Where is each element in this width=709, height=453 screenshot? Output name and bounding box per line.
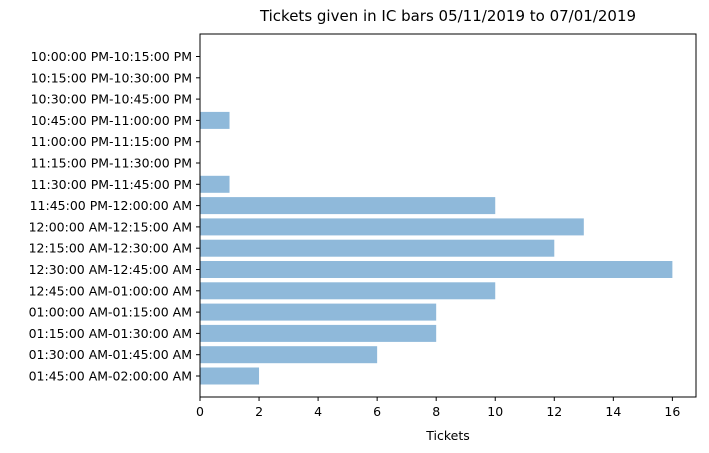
- x-axis-ticks: 0 2 4 6 8 10 12 14 16: [196, 397, 680, 419]
- y-axis-ticks: 10:00:00 PM-10:15:00 PM 10:15:00 PM-10:30…: [29, 49, 200, 384]
- bar: [200, 346, 378, 364]
- y-tick-label: 10:00:00 PM-10:15:00 PM: [31, 49, 192, 64]
- y-tick-label: 01:45:00 AM-02:00:00 AM: [29, 369, 192, 384]
- bar: [200, 197, 496, 215]
- x-tick-label: 2: [255, 404, 263, 419]
- y-tick-label: 12:45:00 AM-01:00:00 AM: [29, 283, 192, 298]
- bar: [200, 367, 260, 385]
- y-tick-label: 10:45:00 PM-11:00:00 PM: [31, 113, 192, 128]
- bar: [200, 324, 437, 342]
- y-tick-label: 10:30:00 PM-10:45:00 PM: [31, 92, 192, 107]
- y-tick-label: 12:00:00 AM-12:15:00 AM: [29, 219, 192, 234]
- x-axis-label: Tickets: [425, 428, 470, 443]
- x-tick-label: 14: [605, 404, 621, 419]
- bar: [200, 261, 673, 278]
- y-tick-label: 01:00:00 AM-01:15:00 AM: [29, 305, 192, 320]
- bar: [200, 239, 555, 257]
- y-tick-label: 12:30:00 AM-12:45:00 AM: [29, 262, 192, 277]
- bars-group: [200, 111, 673, 385]
- x-tick-label: 8: [432, 404, 440, 419]
- y-tick-label: 10:15:00 PM-10:30:00 PM: [31, 70, 192, 85]
- x-tick-label: 16: [664, 404, 680, 419]
- bar: [200, 218, 584, 236]
- bar: [200, 303, 437, 321]
- bar: [200, 282, 496, 300]
- bar: [200, 175, 230, 193]
- y-tick-label: 12:15:00 AM-12:30:00 AM: [29, 241, 192, 256]
- plot-frame: [199, 33, 697, 398]
- y-tick-label: 11:15:00 PM-11:30:00 PM: [31, 156, 192, 171]
- y-tick-label: 11:00:00 PM-11:15:00 PM: [31, 134, 192, 149]
- x-tick-label: 10: [487, 404, 503, 419]
- x-tick-label: 0: [196, 404, 204, 419]
- bar: [200, 111, 230, 129]
- y-tick-label: 01:15:00 AM-01:30:00 AM: [29, 326, 192, 341]
- y-tick-label: 01:30:00 AM-01:45:00 AM: [29, 347, 192, 362]
- y-tick-label: 11:30:00 PM-11:45:00 PM: [31, 177, 192, 192]
- chart-title: Tickets given in IC bars 05/11/2019 to 0…: [259, 7, 636, 25]
- x-tick-label: 6: [373, 404, 381, 419]
- x-tick-label: 12: [546, 404, 562, 419]
- x-tick-label: 4: [314, 404, 322, 419]
- y-tick-label: 11:45:00 PM-12:00:00 AM: [30, 198, 192, 213]
